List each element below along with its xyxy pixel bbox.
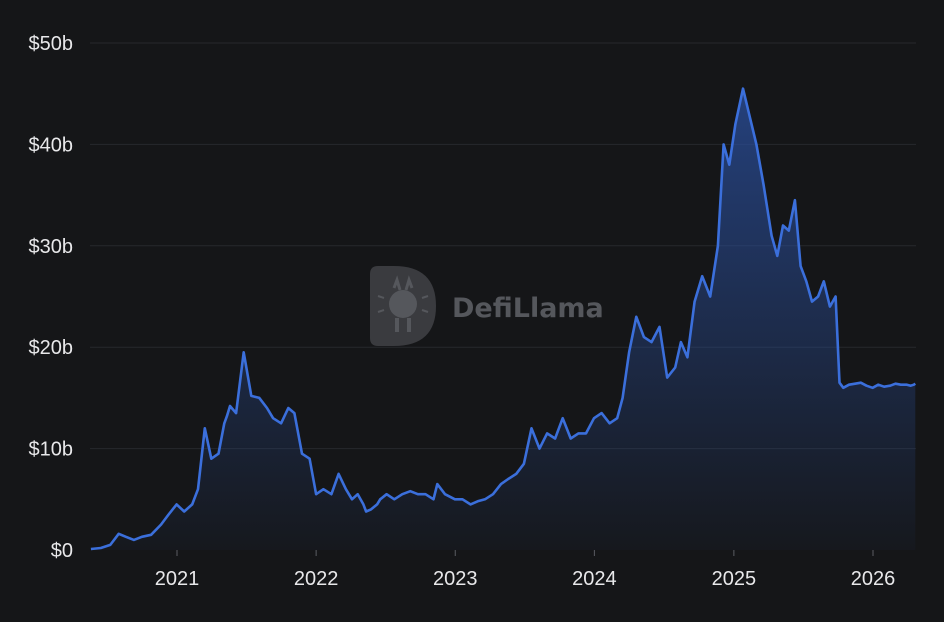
x-axis: 2021 2022 2023 2024 2025 2026: [155, 550, 896, 590]
x-tick-label: 2025: [712, 568, 757, 590]
y-tick-label: $0: [51, 540, 73, 562]
series-area: [90, 88, 916, 550]
x-tick-label: 2021: [155, 568, 200, 590]
y-tick-label: $30b: [29, 236, 74, 258]
x-tick-label: 2023: [433, 568, 478, 590]
y-tick-label: $50b: [29, 33, 74, 55]
defillama-watermark: DefiLlama: [370, 266, 604, 346]
y-axis: $0 $10b $20b $30b $40b $50b: [29, 33, 74, 562]
x-tick-label: 2022: [294, 568, 339, 590]
x-tick-label: 2026: [851, 568, 896, 590]
llama-logo-icon: [370, 266, 436, 346]
y-tick-label: $40b: [29, 134, 74, 156]
y-tick-label: $20b: [29, 337, 74, 359]
y-tick-label: $10b: [29, 439, 74, 461]
series-line: [90, 87, 917, 551]
watermark-text: DefiLlama: [452, 293, 604, 324]
x-tick-label: 2024: [572, 568, 617, 590]
